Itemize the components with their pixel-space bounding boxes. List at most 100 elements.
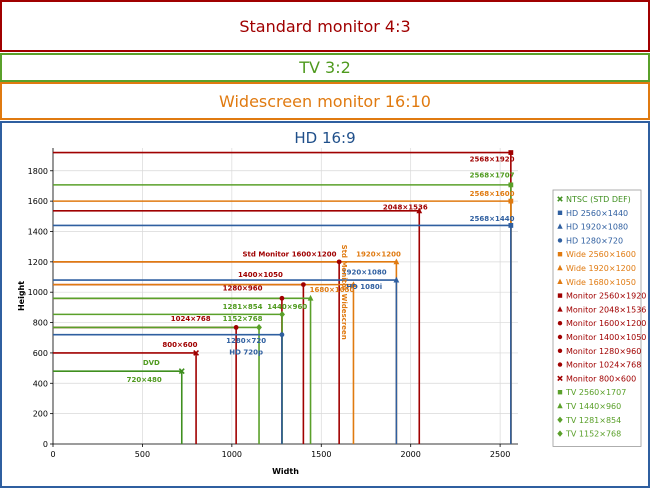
legend-box (552, 189, 642, 447)
data-point (336, 259, 342, 265)
legend-entry: Monitor 1400×1050 (566, 333, 646, 342)
annotation-label: 1280×720 (226, 337, 266, 345)
data-point (178, 368, 185, 375)
legend-entry: Wide 1680×1050 (566, 278, 636, 287)
legend-marker (557, 362, 563, 367)
y-tick-label: 1800 (28, 167, 48, 176)
legend-marker (557, 223, 563, 229)
data-point (508, 150, 514, 155)
band-tv-label: TV 3:2 (299, 58, 351, 77)
x-tick-label: 500 (135, 450, 150, 459)
band-tv: TV 3:2 (0, 53, 650, 82)
x-tick-label: 1500 (311, 450, 331, 459)
data-point (508, 223, 514, 228)
hd-title: HD 16:9 (294, 129, 356, 147)
annotation-label: 1440×960 (267, 303, 307, 311)
data-point (416, 207, 423, 214)
y-tick-label: 200 (33, 410, 48, 419)
legend-marker (557, 348, 563, 353)
legend-entry: TV 1152×768 (565, 430, 621, 439)
legend-entry: Monitor 1024×768 (566, 361, 641, 370)
legend-marker (557, 293, 563, 298)
band-widescreen-monitor: Widescreen monitor 16:10 (0, 82, 650, 120)
data-point (393, 276, 400, 283)
y-tick-label: 400 (33, 379, 48, 388)
annotation-label: HD 720p (229, 348, 263, 356)
annotation-vertical-label: Std Monitor Widescreen (340, 245, 348, 340)
y-tick-label: 1400 (28, 227, 48, 236)
legend-marker (557, 416, 563, 423)
x-axis-title: Width (272, 467, 299, 476)
annotation-label: 2568×1920 (470, 156, 515, 164)
annotation-label: 1280×960 (223, 285, 263, 293)
data-point (233, 325, 239, 330)
legend-entry: Wide 1920×1200 (566, 264, 636, 273)
annotation-label: 800×600 (162, 341, 197, 349)
annotation-label: HD 1080i (346, 283, 382, 291)
x-tick-label: 0 (50, 450, 55, 459)
x-tick-label: 2000 (401, 450, 421, 459)
data-point (193, 349, 200, 356)
annotation-label: 720×480 (127, 376, 162, 384)
legend-entry: TV 2560×1707 (565, 388, 626, 397)
legend-marker (557, 375, 563, 382)
data-point (393, 258, 400, 265)
annotation-label: Std Monitor (243, 251, 290, 259)
data-point (350, 281, 357, 288)
legend-entry: HD 1280×720 (566, 236, 623, 245)
annotation-label: 2568×1707 (470, 172, 515, 180)
annotation-label: DVD (143, 359, 160, 367)
y-tick-label: 1600 (28, 197, 48, 206)
data-point (508, 182, 514, 188)
y-axis-title: Height (17, 281, 26, 311)
data-point (279, 332, 285, 338)
annotation-label: 1600×1200 (292, 251, 337, 259)
annotation-label: 1920×1080 (342, 269, 387, 277)
y-tick-label: 600 (33, 349, 48, 358)
legend-marker (557, 334, 563, 340)
legend-entry: TV 1281×854 (565, 416, 621, 425)
y-tick-label: 1200 (28, 258, 48, 267)
legend-marker (557, 210, 563, 215)
data-point (508, 198, 514, 204)
data-point (307, 294, 314, 301)
band-standard-monitor: Standard monitor 4:3 (0, 0, 650, 52)
y-tick-label: 800 (33, 319, 48, 328)
legend-entry: Monitor 800×600 (566, 374, 636, 383)
legend-marker (557, 430, 563, 437)
legend-entry: NTSC (STD DEF) (566, 195, 631, 204)
legend-marker (557, 238, 563, 243)
annotation-label: 1920×1200 (356, 251, 401, 259)
legend-entry: TV 1440×960 (565, 402, 621, 411)
legend-entry: Monitor 2048×1536 (566, 305, 646, 314)
legend-marker (557, 196, 563, 202)
annotation-label: 1152×768 (223, 315, 263, 323)
x-tick-label: 2500 (490, 450, 510, 459)
band-standard-label: Standard monitor 4:3 (239, 16, 411, 36)
data-point (300, 282, 306, 288)
annotation-label: 1024×768 (171, 315, 211, 323)
legend-marker (557, 390, 563, 395)
x-tick-label: 1000 (222, 450, 242, 459)
legend-marker (557, 306, 563, 312)
legend-marker (557, 402, 563, 409)
annotation-label: 2048×1536 (383, 203, 428, 211)
y-tick-label: 0 (43, 440, 48, 449)
annotation-label: 2568×1440 (470, 215, 515, 223)
legend-marker (557, 264, 563, 271)
legend-entry: Monitor 1280×960 (566, 347, 641, 356)
data-point (256, 324, 262, 331)
plot-area (53, 148, 518, 444)
legend-entry: HD 2560×1440 (566, 209, 628, 218)
legend-marker (557, 321, 563, 326)
annotation-label: 1400×1050 (238, 271, 283, 279)
legend-marker (557, 252, 563, 257)
data-point (279, 295, 285, 301)
legend-entry: Monitor 2560×1920 (566, 292, 646, 301)
legend-entry: Wide 2560×1600 (566, 250, 636, 259)
legend-entry: HD 1920×1080 (566, 223, 628, 232)
legend-marker (557, 278, 563, 284)
band-wide-label: Widescreen monitor 16:10 (219, 91, 431, 111)
data-point (279, 310, 286, 318)
